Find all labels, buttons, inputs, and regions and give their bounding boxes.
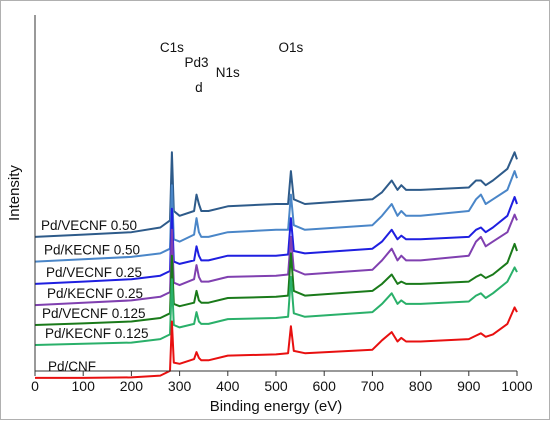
x-tick-label-0: 0 <box>31 378 39 394</box>
series-line-7 <box>35 306 518 379</box>
x-tick-label-3: 300 <box>168 378 192 394</box>
x-tick-layer: 0 100 200 300 400 500 600 700 800 900 1000 <box>31 371 533 394</box>
x-tick-label-2: 200 <box>120 378 144 394</box>
peak-label-3: d <box>195 80 203 95</box>
x-tick-label-10: 1000 <box>501 378 532 394</box>
x-tick-label-4: 400 <box>216 378 240 394</box>
series-layer <box>34 151 518 379</box>
series-label-5: Pd/VECNF 0.125 <box>42 306 146 321</box>
x-tick-label-6: 600 <box>313 378 337 394</box>
x-tick-label-1: 100 <box>72 378 96 394</box>
series-label-1: Pd/VECNF 0.50 <box>41 218 137 233</box>
peak-label-5: O1s <box>279 40 304 55</box>
series-label-6: Pd/KECNF 0.125 <box>45 326 149 341</box>
series-label-layer: Pd/VECNF 0.50 Pd/KECNF 0.50 Pd/VECNF 0.25 P… <box>41 218 149 374</box>
peak-label-2: Pd3 <box>184 55 208 70</box>
series-line-1 <box>34 151 518 238</box>
x-tick-label-9: 900 <box>457 378 481 394</box>
x-axis-label: Binding energy (eV) <box>210 398 343 415</box>
x-tick-label-8: 800 <box>409 378 433 394</box>
series-line-6 <box>34 266 518 346</box>
x-tick-label-5: 500 <box>264 378 288 394</box>
series-label-4: Pd/KECNF 0.25 <box>47 286 143 301</box>
series-label-3: Pd/VECNF 0.25 <box>46 265 142 280</box>
peak-label-4: N1s <box>216 65 240 80</box>
series-label-7: Pd/CNF <box>48 359 96 374</box>
x-tick-label-7: 700 <box>361 378 385 394</box>
y-axis-label: Intensity <box>6 165 23 221</box>
peak-label-1: C1s <box>160 40 184 55</box>
series-label-2: Pd/KECNF 0.50 <box>44 243 140 258</box>
